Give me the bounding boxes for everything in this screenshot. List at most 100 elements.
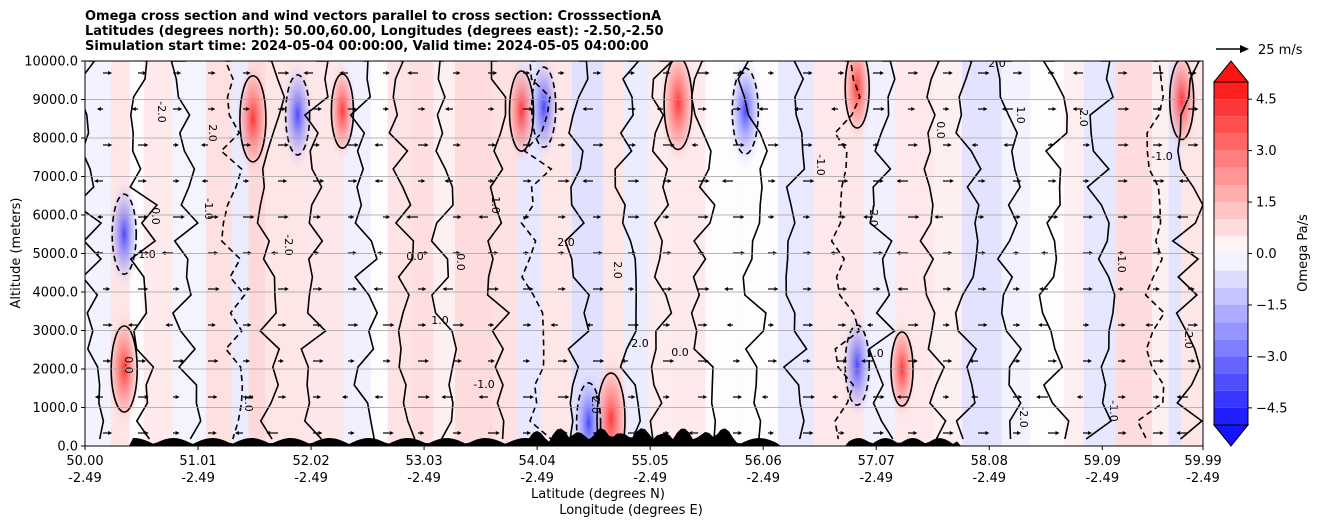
wind-vector-head [215,287,220,291]
y-tick-label: 7000.0 [33,170,79,185]
wind-vector-head [705,71,710,75]
wind-vector-head [811,395,815,399]
wind-vector-head [320,179,325,183]
wind-vector-head [478,395,483,399]
wind-vector-head [560,107,565,111]
wind-vector-head [774,143,779,147]
wind-vector-head [280,359,284,363]
wind-vector-head [1178,179,1183,183]
wind-vector-head [703,323,708,327]
contour-line [737,61,768,440]
contour-label: -2.0 [282,234,295,255]
wind-vector-head [407,71,412,75]
wind-vector-head [809,323,814,327]
contour-label: -1.0 [473,378,494,391]
x-tick-label-lon: -2.49 [68,471,102,486]
contour-label: -2.0 [1182,327,1195,348]
colorbar-label: Omega Pa/s [1296,214,1311,292]
wind-vector-head [421,179,426,183]
wind-vector-head [214,359,219,363]
wind-vector-head [444,179,449,183]
wind-vector-head [704,359,709,363]
wind-vector-head [374,179,379,183]
wind-vector-head [180,359,185,363]
wind-vector-head [770,323,775,327]
x-tick-label-lon: -2.49 [633,471,667,486]
wind-vector-head [738,431,743,435]
wind-vector-head [266,431,271,435]
contour-ring [239,75,267,163]
wind-vector-head [1122,431,1127,435]
colorbar: −4.5 −3.0 −1.5 0.0 1.5 3.0 4.5 [1212,60,1288,447]
contour-ring [844,61,870,129]
wind-vector-head [565,179,570,183]
wind-vector-head [635,323,640,327]
wind-vector-head [530,395,534,399]
wind-vector-head [1015,251,1020,255]
colorbar-tick-label: −4.5 [1256,401,1288,416]
wind-vector-head [456,71,461,75]
wind-vector-head [983,323,988,327]
wind-vector-head [1089,215,1094,219]
contour-ring [284,74,311,156]
wind-vector-head [247,323,252,327]
wind-vector-head [670,143,675,147]
wind-vector-head [1072,107,1077,111]
wind-vector-head [843,143,848,147]
wind-vector-head [914,359,918,363]
wind-vector-head [246,71,251,75]
wind-vector-head [968,359,973,363]
wind-vector-head [586,323,591,327]
wind-vector-head [1039,287,1043,291]
wind-vector-head [597,215,602,219]
colorbar-segment [1214,150,1248,168]
wind-vector-head [281,107,286,111]
wind-vector-head [630,287,635,291]
wind-vector-head [527,323,532,327]
contour-line [1085,61,1116,440]
contour-line [919,61,947,440]
wind-vector-head [737,107,742,111]
wind-vector-head [980,215,985,219]
wind-vector-head [809,431,814,435]
wind-vector-head [131,107,136,111]
wind-vector-head [527,179,532,183]
contour-label: 2.0 [611,261,624,279]
wind-vector-head [127,323,132,327]
wind-vector-head [1018,395,1023,399]
contour-line [129,61,159,440]
wind-vector-head [285,71,290,75]
wind-vector-head [1038,323,1042,327]
contour-label: 1.0 [242,394,255,412]
wind-vector-head [374,143,379,147]
x-tick-label-lat: 59.99 [1184,454,1221,469]
wind-vector-head [740,215,745,219]
wind-vector-head [704,215,709,219]
wind-vector-head [1076,395,1081,399]
wind-vector-head [495,431,500,435]
wind-vector-head [896,179,901,183]
contour-ring [111,193,137,275]
wind-vector-head [736,359,741,363]
colorbar-segment [1214,202,1248,220]
wind-vector-head [810,179,815,183]
wind-vector-head [441,395,446,399]
wind-vector-head [770,71,775,75]
wind-vector-head [1016,287,1020,291]
wind-vector-head [529,287,534,291]
wind-vector-head [303,71,308,75]
wind-vector-head [1052,179,1057,183]
wind-vector-head [1158,107,1163,111]
contour-ring [575,382,602,446]
wind-vector-head [561,287,566,291]
wind-vector-head [666,71,671,75]
wind-vector-head [493,71,498,75]
omega-feature [659,61,698,168]
wind-vector-head [247,143,252,147]
wind-vector-head [1158,143,1163,147]
wind-vector-head [1194,143,1199,147]
wind-vector-head [949,431,954,435]
wind-vector-head [175,287,180,291]
wind-vector-head [582,179,587,183]
wind-vector-head [771,179,776,183]
